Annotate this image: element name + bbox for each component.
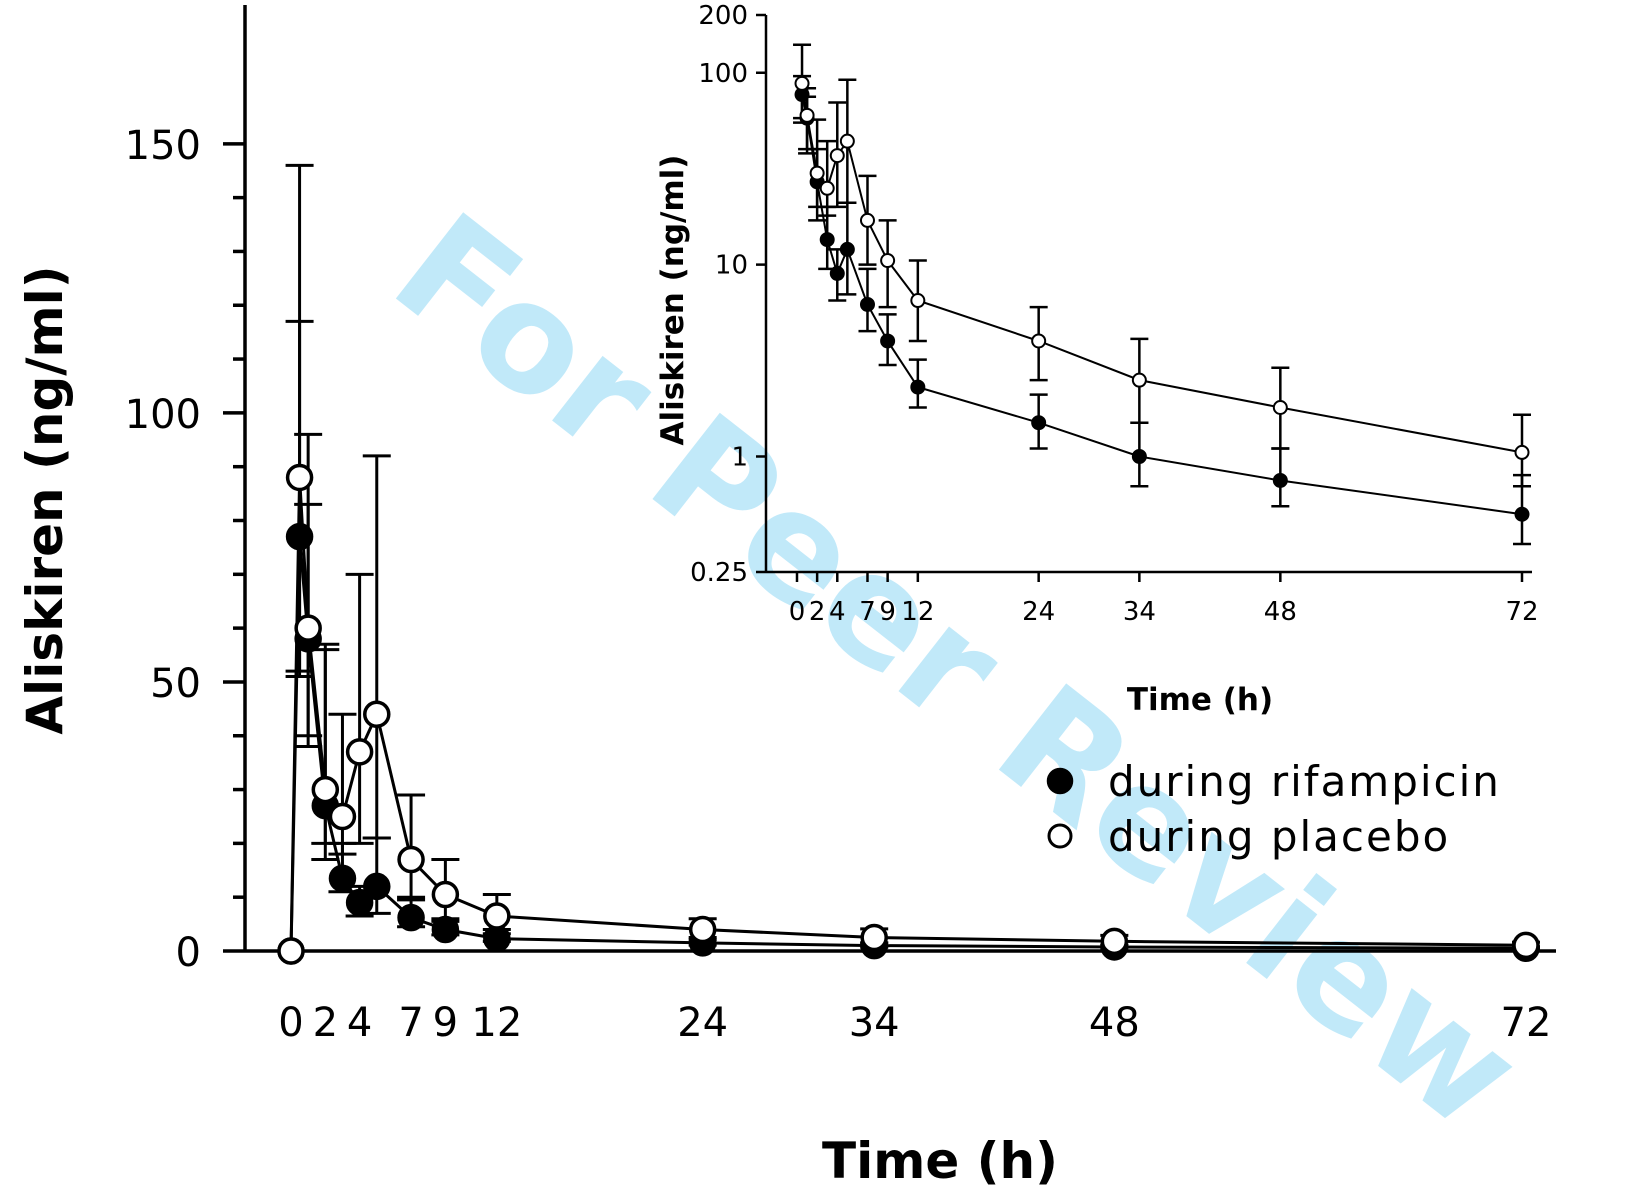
main-rifampicin-point	[285, 522, 314, 551]
inset-x-tick-label: 48	[1264, 597, 1297, 627]
legend: during rifampicin during placebo	[1046, 757, 1501, 861]
inset-x-tick-label: 2	[809, 597, 826, 627]
inset-x-tick-label: 0	[789, 597, 806, 627]
main-placebo-point	[294, 614, 322, 642]
legend-label-rifampicin: during rifampicin	[1108, 757, 1501, 806]
inset-rifampicin-point	[880, 333, 896, 349]
inset-x-axis-label: Time (h)	[1127, 682, 1273, 718]
inset-rifampicin-point	[839, 241, 855, 257]
main-placebo-point	[363, 700, 391, 728]
inset-placebo-point	[1131, 372, 1147, 388]
inset-placebo-point	[1514, 444, 1530, 460]
main-rifampicin-point	[345, 888, 374, 917]
main-x-tick-label: 4	[347, 1000, 372, 1046]
main-y-tick-label: 50	[150, 661, 201, 707]
inset-y-tick-label: 0.25	[690, 558, 748, 588]
main-x-axis-label: Time (h)	[822, 1132, 1058, 1190]
inset-placebo-point	[794, 75, 810, 91]
main-placebo-point	[1100, 927, 1129, 956]
main-y-tick-label: 150	[125, 123, 201, 169]
watermark-text: For Peer Review	[363, 181, 1551, 1163]
inset-y-tick-label: 1	[731, 442, 748, 472]
inset-plot-series	[793, 43, 1531, 546]
inset-x-tick-label: 4	[829, 597, 846, 627]
inset-placebo-point	[809, 165, 825, 181]
main-plot-series	[277, 163, 1540, 965]
inset-rifampicin-point	[910, 379, 926, 395]
inset-placebo-line	[801, 83, 1523, 454]
inset-placebo-point	[819, 180, 835, 196]
main-placebo-line	[289, 477, 1527, 952]
main-x-tick-label: 2	[313, 1000, 338, 1046]
inset-y-tick-label: 100	[698, 59, 748, 89]
inset-placebo-point	[839, 133, 855, 149]
main-x-tick-label: 48	[1089, 1000, 1140, 1046]
main-rifampicin-point	[363, 872, 391, 901]
main-rifampicin-point	[483, 924, 511, 953]
main-x-tick-label: 34	[849, 1000, 900, 1046]
main-x-tick-label: 24	[677, 1000, 728, 1046]
inset-rifampicin-point	[1031, 415, 1047, 431]
inset-rifampicin-point	[819, 232, 835, 248]
inset-placebo-point	[1272, 400, 1288, 416]
legend-marker-placebo	[1047, 823, 1073, 849]
main-placebo-point	[483, 902, 511, 930]
main-y-tick-label: 0	[176, 930, 201, 976]
main-placebo-point	[345, 738, 374, 766]
inset-x-tick-label: 7	[859, 597, 876, 627]
inset-rifampicin-point	[1272, 472, 1288, 488]
inset-y-axis-label: Aliskiren (ng/ml)	[655, 155, 691, 446]
inset-placebo-point	[1031, 333, 1047, 349]
inset-x-tick-label: 9	[879, 597, 896, 627]
main-x-tick-label: 9	[433, 1000, 458, 1046]
main-rifampicin-point	[328, 864, 357, 893]
inset-y-tick-label: 200	[698, 1, 748, 31]
main-placebo-point	[860, 923, 888, 952]
inset-rifampicin-point	[829, 265, 845, 281]
main-x-tick-label: 72	[1501, 1000, 1552, 1046]
inset-x-tick-label: 12	[901, 597, 934, 627]
main-y-tick-label: 100	[125, 392, 201, 438]
inset-placebo-point	[859, 212, 875, 228]
main-placebo-point	[285, 463, 314, 492]
main-y-axis-label: Aliskiren (ng/ml)	[16, 265, 74, 734]
main-placebo-point	[311, 775, 340, 804]
legend-marker-rifampicin	[1046, 767, 1074, 795]
legend-label-placebo: during placebo	[1108, 812, 1450, 861]
main-x-tick-label: 12	[471, 1000, 522, 1046]
inset-x-tick-label: 34	[1123, 597, 1156, 627]
inset-x-tick-label: 72	[1505, 597, 1538, 627]
inset-rifampicin-point	[1514, 506, 1530, 522]
inset-placebo-point	[799, 107, 815, 123]
inset-placebo-point	[880, 253, 896, 269]
main-placebo-point	[277, 937, 305, 965]
main-rifampicin-point	[397, 903, 425, 932]
main-placebo-point	[688, 915, 717, 944]
main-rifampicin-point	[431, 915, 460, 944]
inset-rifampicin-point	[1131, 448, 1147, 464]
inset-y-tick-label: 10	[715, 251, 748, 281]
main-x-tick-label: 7	[398, 1000, 423, 1046]
inset-placebo-point	[829, 148, 845, 164]
inset-x-tick-label: 24	[1022, 597, 1055, 627]
main-placebo-point	[328, 802, 357, 831]
main-x-tick-label: 0	[278, 1000, 303, 1046]
main-placebo-point	[431, 880, 460, 909]
inset-rifampicin-point	[859, 296, 875, 312]
main-placebo-point	[397, 845, 425, 874]
inset-rifampicin-line	[801, 94, 1523, 516]
main-placebo-point	[1512, 931, 1540, 960]
inset-placebo-point	[910, 293, 926, 309]
